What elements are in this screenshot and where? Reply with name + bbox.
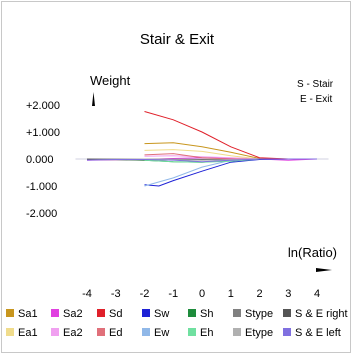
legend-label-s-e-left: S & E left xyxy=(295,327,341,339)
legend-label-stype: Stype xyxy=(245,308,273,320)
legend-label-eh: Eh xyxy=(200,327,213,339)
legend-swatch-s-e-right xyxy=(283,309,291,317)
legend-label-sa1: Sa1 xyxy=(18,308,38,320)
legend-label-sh: Sh xyxy=(200,308,213,320)
y-tick-label: -1.000 xyxy=(26,181,57,193)
legend-swatch-etype xyxy=(233,328,241,336)
x-tick-label: 4 xyxy=(314,288,320,300)
chart-title: Stair & Exit xyxy=(140,31,215,48)
y-axis-arrow xyxy=(92,92,95,106)
x-tick-label: 3 xyxy=(285,288,291,300)
legend-swatch-ew xyxy=(142,328,150,336)
y-tick-label: +1.000 xyxy=(26,127,60,139)
legend-label-ew: Ew xyxy=(154,327,169,339)
x-tick-label: 1 xyxy=(228,288,234,300)
legend-label-ed: Ed xyxy=(109,327,122,339)
legend-swatch-sh xyxy=(188,309,196,317)
x-axis-arrow xyxy=(316,268,332,272)
legend-label-ea1: Ea1 xyxy=(18,327,38,339)
legend-swatch-ed xyxy=(97,328,105,336)
x-axis-label: ln(Ratio) xyxy=(288,245,337,260)
legend-swatch-ea2 xyxy=(51,328,59,336)
legend-label-sa2: Sa2 xyxy=(63,308,83,320)
series-line-s-e-left xyxy=(86,158,317,163)
legend-label-etype: Etype xyxy=(245,327,273,339)
legend-label-sd: Sd xyxy=(109,308,122,320)
x-tick-label: -3 xyxy=(111,288,121,300)
y-tick-label: -2.000 xyxy=(26,208,57,220)
y-tick-label: +2.000 xyxy=(26,100,60,112)
series-line-sw xyxy=(144,158,317,187)
legend-swatch-sa1 xyxy=(6,309,14,317)
legend-swatch-sd xyxy=(97,309,105,317)
legend-label-sw: Sw xyxy=(154,308,169,320)
legend-swatch-s-e-left xyxy=(283,328,291,336)
series-line-sa1 xyxy=(144,142,317,160)
legend-swatch-eh xyxy=(188,328,196,336)
legend-label-ea2: Ea2 xyxy=(63,327,83,339)
legend-swatch-ea1 xyxy=(6,328,14,336)
y-axis-label: Weight xyxy=(90,73,131,88)
x-tick-label: -1 xyxy=(168,288,178,300)
note-exit: E - Exit xyxy=(300,94,332,105)
legend-label-s-e-right: S & E right xyxy=(295,308,348,320)
x-tick-label: 2 xyxy=(256,288,262,300)
y-tick-label: 0.000 xyxy=(26,154,54,166)
note-stair: S - Stair xyxy=(297,79,334,90)
x-tick-label: 0 xyxy=(199,288,205,300)
legend-swatch-sa2 xyxy=(51,309,59,317)
legend-swatch-stype xyxy=(233,309,241,317)
legend-swatch-sw xyxy=(142,309,150,317)
x-tick-label: -4 xyxy=(82,288,92,300)
x-tick-label: -2 xyxy=(140,288,150,300)
